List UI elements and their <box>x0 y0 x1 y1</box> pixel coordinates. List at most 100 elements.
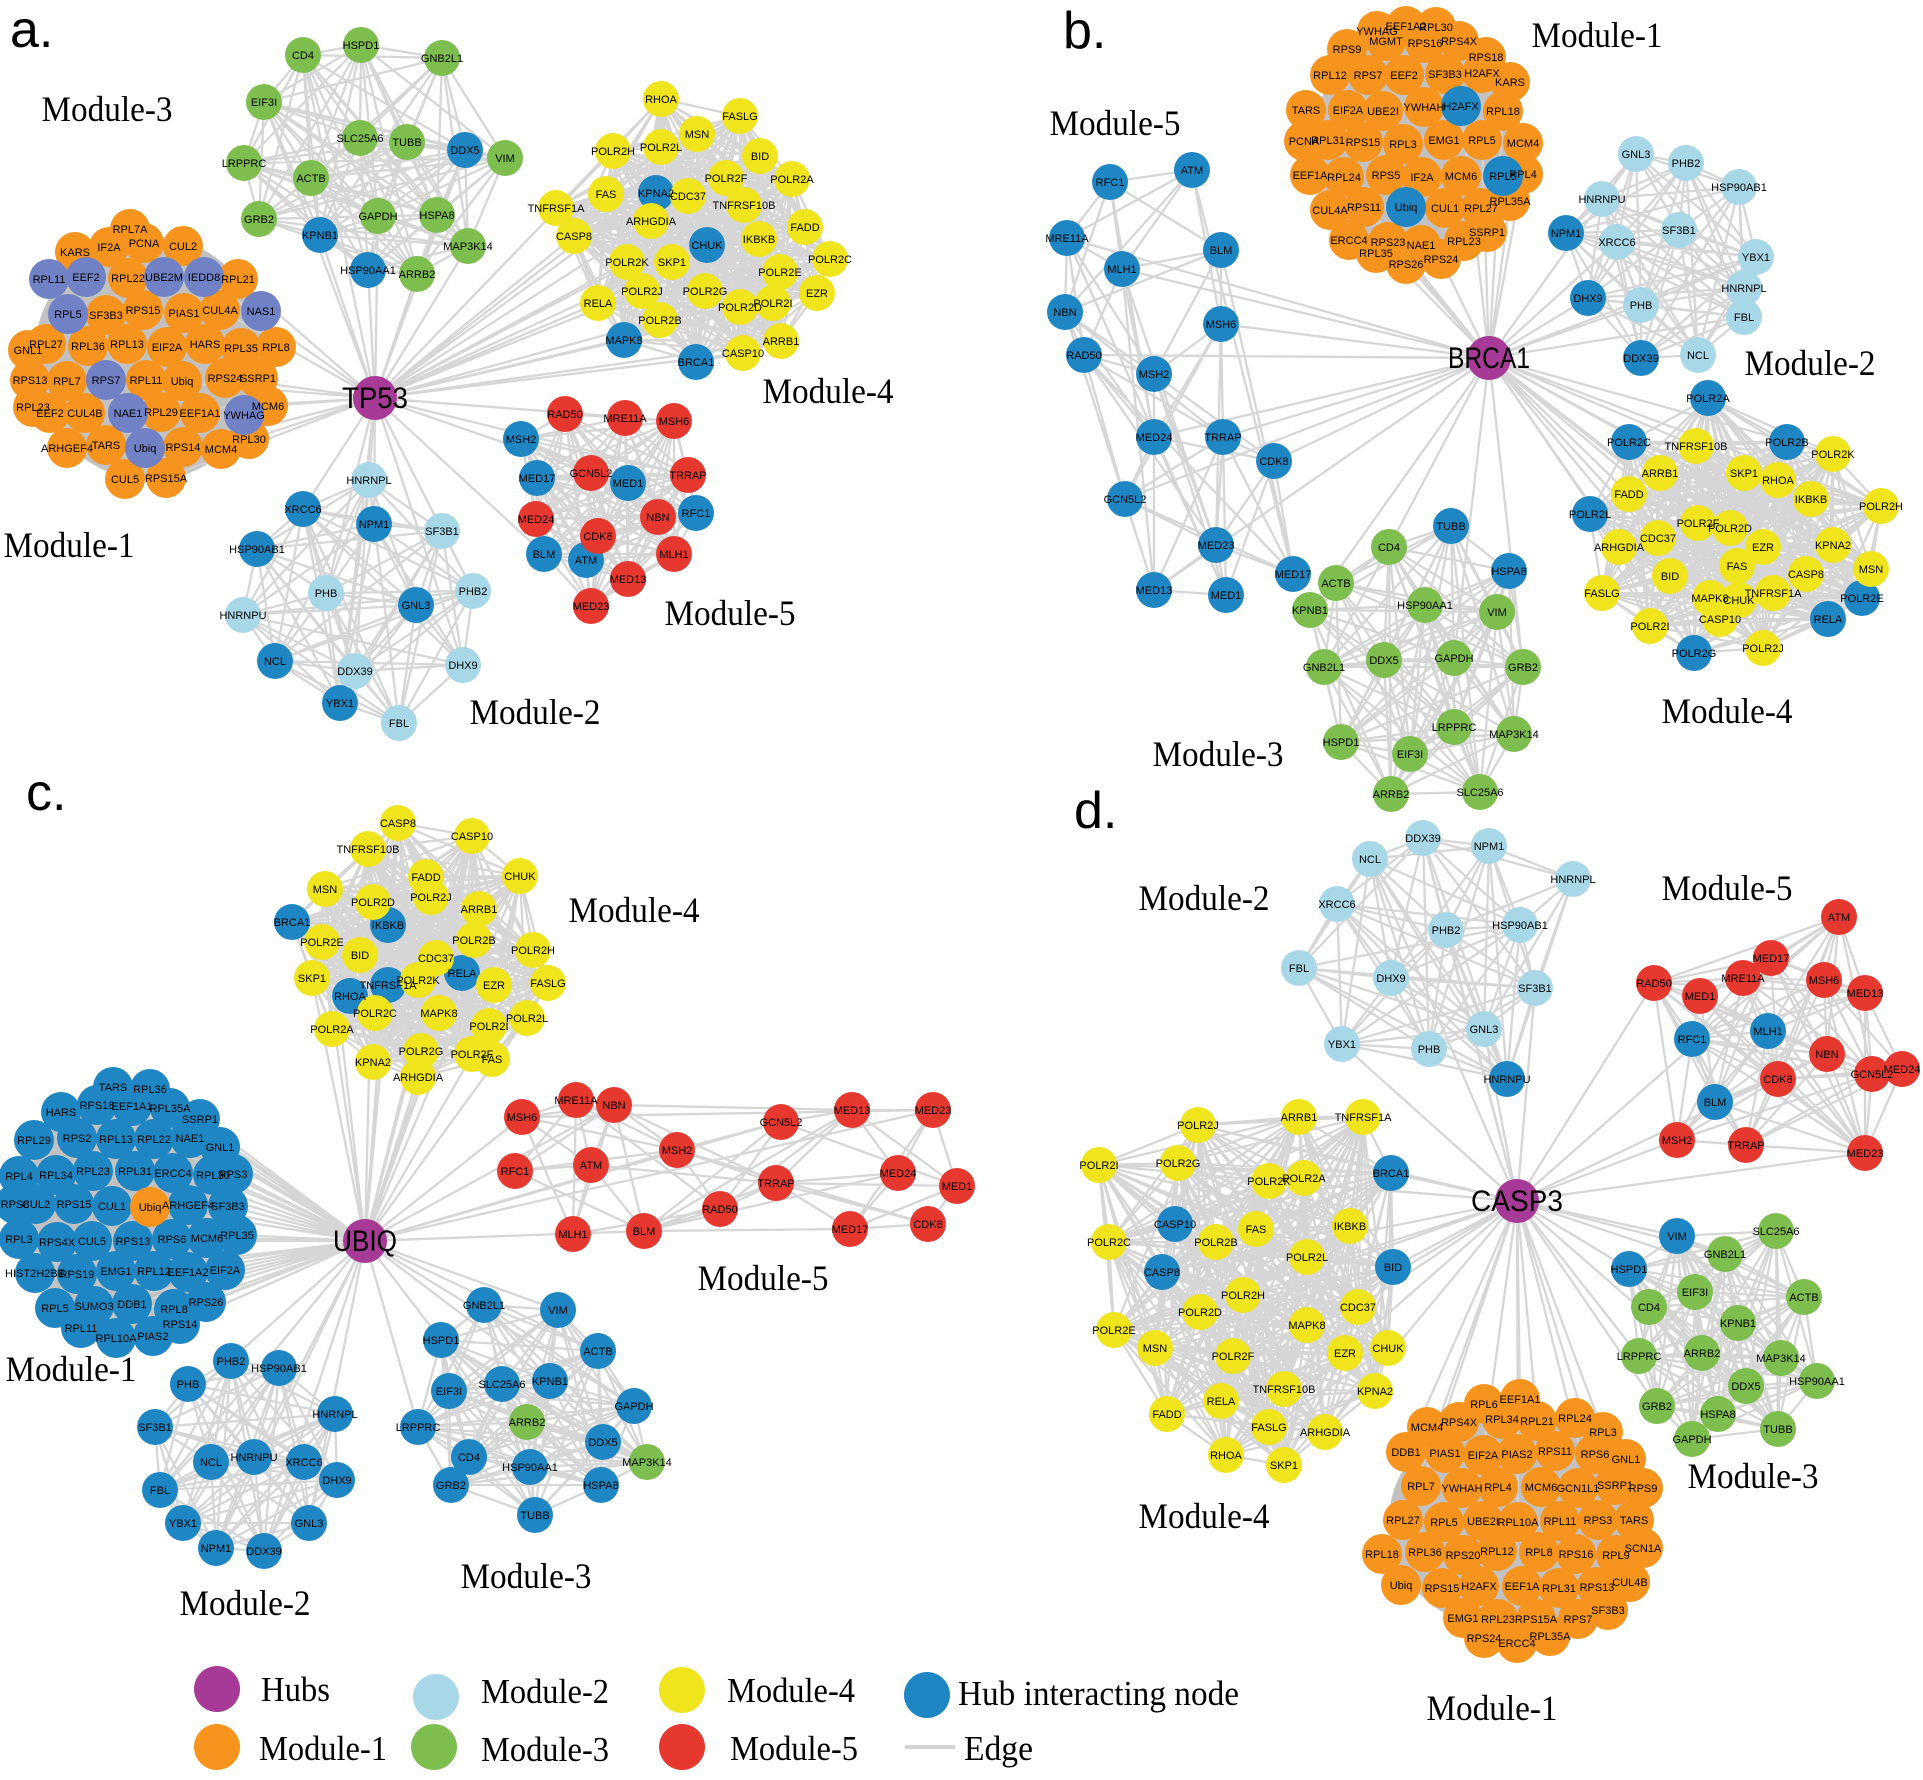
svg-text:HNRNPU: HNRNPU <box>219 610 266 622</box>
svg-text:Module-4: Module-4 <box>1139 1496 1270 1536</box>
svg-text:TUBB: TUBB <box>1436 521 1465 533</box>
svg-text:RFC1: RFC1 <box>501 1166 530 1178</box>
svg-text:DDX39: DDX39 <box>337 666 372 678</box>
svg-text:CHUK: CHUK <box>1372 1343 1404 1355</box>
svg-text:RPL12: RPL12 <box>1313 70 1347 82</box>
svg-text:HNRNPU: HNRNPU <box>1483 1074 1530 1086</box>
svg-text:POLR2D: POLR2D <box>351 897 395 909</box>
svg-text:HNRNPL: HNRNPL <box>1721 283 1766 295</box>
svg-text:CDC37: CDC37 <box>670 191 706 203</box>
svg-text:RPL4: RPL4 <box>1509 169 1537 181</box>
svg-text:KPNB1: KPNB1 <box>1720 1318 1756 1330</box>
svg-text:BRCA1: BRCA1 <box>1373 1168 1410 1180</box>
svg-text:RPL18: RPL18 <box>1486 106 1520 118</box>
svg-text:EEF2: EEF2 <box>36 408 64 420</box>
svg-text:PHB2: PHB2 <box>1672 158 1701 170</box>
svg-text:SSRP1: SSRP1 <box>240 373 276 385</box>
svg-text:HNRNPL: HNRNPL <box>1550 874 1595 886</box>
svg-text:NCL: NCL <box>1359 854 1381 866</box>
svg-text:RPS11: RPS11 <box>1538 1446 1572 1458</box>
svg-text:Module-5: Module-5 <box>698 1258 829 1298</box>
svg-text:RPS14: RPS14 <box>166 442 201 454</box>
svg-text:BLM: BLM <box>1210 245 1233 257</box>
svg-text:MAPK8: MAPK8 <box>420 1008 457 1020</box>
svg-text:POLR2A: POLR2A <box>1686 393 1730 405</box>
svg-text:LRPPRC: LRPPRC <box>1617 1351 1662 1363</box>
svg-text:POLR2D: POLR2D <box>718 302 762 314</box>
svg-text:MED1: MED1 <box>613 478 644 490</box>
svg-text:CASP10: CASP10 <box>1154 1219 1196 1231</box>
svg-text:POLR2I: POLR2I <box>1079 1160 1118 1172</box>
svg-text:TNFRSF1A: TNFRSF1A <box>360 980 418 992</box>
svg-text:HARS: HARS <box>190 339 221 351</box>
svg-text:MLH1: MLH1 <box>1107 264 1136 276</box>
svg-text:TNFRSF1A: TNFRSF1A <box>1335 1112 1393 1124</box>
svg-text:RELA: RELA <box>1207 1396 1236 1408</box>
svg-text:RPS4X: RPS4X <box>1441 1417 1478 1429</box>
svg-text:RPL4: RPL4 <box>1484 1482 1512 1494</box>
svg-text:MSN: MSN <box>313 884 338 896</box>
svg-text:IKBKB: IKBKB <box>1795 494 1827 506</box>
svg-text:FAS: FAS <box>1246 1224 1267 1236</box>
svg-text:SKP1: SKP1 <box>1270 1460 1298 1472</box>
svg-text:CASP10: CASP10 <box>451 831 493 843</box>
svg-text:FAS: FAS <box>482 1054 503 1066</box>
svg-text:RPS26: RPS26 <box>1389 259 1424 271</box>
svg-text:ARHGDIA: ARHGDIA <box>626 216 677 228</box>
svg-text:HSP90AA1: HSP90AA1 <box>502 1462 558 1474</box>
svg-text:RPS6: RPS6 <box>158 1234 187 1246</box>
svg-text:EEF1A2: EEF1A2 <box>1386 21 1427 33</box>
svg-text:HARS: HARS <box>46 1107 77 1119</box>
svg-text:POLR2D: POLR2D <box>1708 523 1752 535</box>
svg-text:TRRAP: TRRAP <box>1727 1140 1764 1152</box>
svg-text:POLR2K: POLR2K <box>605 257 649 269</box>
svg-text:RPS23: RPS23 <box>1371 237 1406 249</box>
svg-text:DDB1: DDB1 <box>117 1299 146 1311</box>
svg-text:RPL36: RPL36 <box>133 1084 167 1096</box>
svg-text:HSPD1: HSPD1 <box>423 1335 460 1347</box>
svg-text:ATM: ATM <box>1828 912 1850 924</box>
svg-text:MSH6: MSH6 <box>507 1112 538 1124</box>
svg-text:HSP90AA1: HSP90AA1 <box>1789 1376 1845 1388</box>
svg-text:POLR2E: POLR2E <box>758 267 801 279</box>
svg-text:KARS: KARS <box>1495 77 1525 89</box>
svg-text:FBL: FBL <box>1289 963 1309 975</box>
svg-text:LRPPRC: LRPPRC <box>1432 722 1477 734</box>
svg-text:SF3B3: SF3B3 <box>211 1201 245 1213</box>
svg-text:NPM1: NPM1 <box>359 519 390 531</box>
svg-text:RPL27: RPL27 <box>1386 1515 1420 1527</box>
svg-text:PIAS1: PIAS1 <box>168 308 199 320</box>
svg-text:RPS20: RPS20 <box>1446 1550 1481 1562</box>
svg-text:RPL13: RPL13 <box>110 339 144 351</box>
svg-text:MRE11A: MRE11A <box>603 413 647 425</box>
svg-text:POLR2A: POLR2A <box>770 174 814 186</box>
svg-text:SF3B1: SF3B1 <box>138 1422 172 1434</box>
svg-text:TRRAP: TRRAP <box>757 1178 794 1190</box>
svg-text:Ubiq: Ubiq <box>139 1202 162 1214</box>
svg-text:RPS6: RPS6 <box>1581 1449 1610 1461</box>
svg-text:BRCA1: BRCA1 <box>678 357 715 369</box>
svg-text:GNB2L1: GNB2L1 <box>463 1300 505 1312</box>
svg-text:KPNA2: KPNA2 <box>1815 540 1851 552</box>
svg-text:EEF2: EEF2 <box>1390 70 1418 82</box>
svg-text:RPS15: RPS15 <box>1346 137 1381 149</box>
svg-text:NPM1: NPM1 <box>201 1543 232 1555</box>
svg-text:RPL21: RPL21 <box>1520 1416 1554 1428</box>
svg-text:ACTB: ACTB <box>583 1346 612 1358</box>
svg-text:RPL11: RPL11 <box>33 274 66 286</box>
svg-text:MRE11A: MRE11A <box>1045 233 1089 245</box>
svg-text:GNL3: GNL3 <box>402 600 431 612</box>
svg-text:POLR2C: POLR2C <box>353 1008 397 1020</box>
svg-text:GNL1: GNL1 <box>1612 1454 1641 1466</box>
svg-text:BID: BID <box>1384 1262 1402 1274</box>
svg-text:BID: BID <box>751 151 769 163</box>
svg-text:SKP1: SKP1 <box>658 257 686 269</box>
svg-text:Module-4: Module-4 <box>1662 691 1793 731</box>
svg-text:PIAS1: PIAS1 <box>1429 1448 1460 1460</box>
svg-text:EIF2A: EIF2A <box>210 1265 241 1277</box>
svg-text:EIF3I: EIF3I <box>1397 749 1423 761</box>
svg-text:HSP90AB1: HSP90AB1 <box>229 544 285 556</box>
svg-text:POLR2F: POLR2F <box>705 173 748 185</box>
svg-text:RPL8: RPL8 <box>160 1304 188 1316</box>
svg-text:MLH1: MLH1 <box>659 549 688 561</box>
